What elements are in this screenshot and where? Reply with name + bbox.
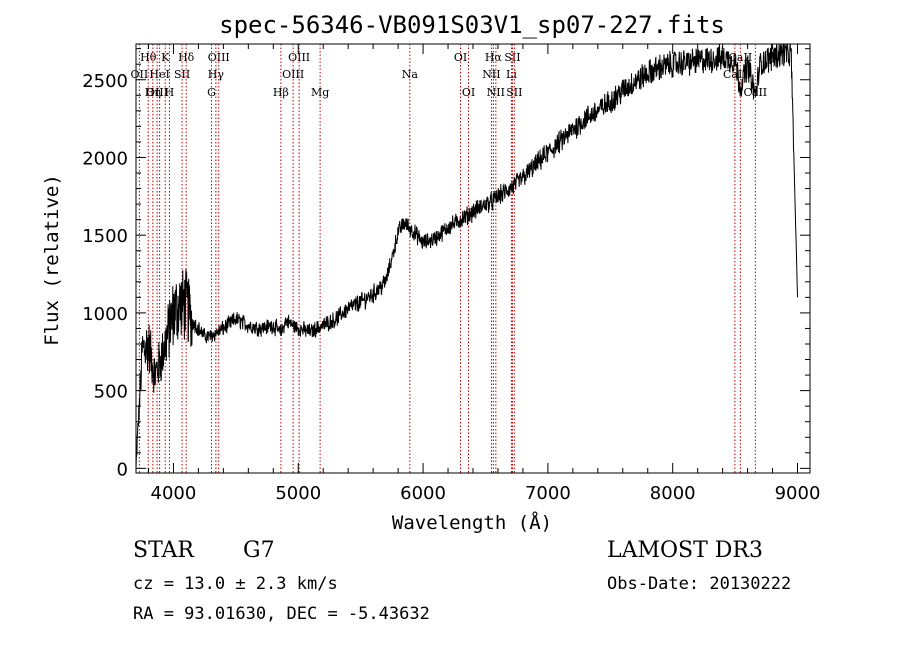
x-axis-label: Wavelength (Å): [392, 511, 552, 534]
object-subclass: G7: [243, 538, 275, 563]
line-label-19: Hα: [485, 51, 503, 64]
y-tick-label: 2500: [82, 71, 128, 92]
plot-frame: [135, 43, 811, 474]
y-tick-label: 1500: [82, 226, 128, 247]
line-label-26: CaII: [723, 68, 747, 81]
x-tick-label: 7000: [525, 483, 571, 504]
x-tick-label: 4000: [151, 483, 197, 504]
line-label-14: OIII: [282, 68, 304, 81]
line-label-22: Li: [506, 68, 517, 81]
line-label-18: OI: [462, 86, 475, 99]
line-label-7: H: [165, 86, 175, 99]
line-label-9: OIII: [208, 51, 230, 64]
y-tick-label: 2000: [82, 148, 128, 169]
x-tick-label: 8000: [650, 483, 696, 504]
y-axis-label: Flux (relative): [41, 174, 63, 346]
line-label-20: SII: [504, 51, 520, 64]
redshift-text: cz = 13.0 ± 2.3 km/s: [133, 574, 338, 594]
object-class: STAR: [133, 538, 194, 563]
line-label-24: SII: [506, 86, 522, 99]
line-label-4: HeI: [149, 68, 169, 81]
line-label-15: Mg: [311, 86, 329, 99]
line-label-11: G: [207, 86, 216, 99]
chart-title: spec-56346-VB091S03V1_sp07-227.fits: [219, 11, 725, 39]
x-tick-label: 5000: [275, 483, 321, 504]
y-tick-label: 0: [117, 459, 128, 480]
survey-name: LAMOST DR3: [607, 538, 763, 563]
spectrum-line: [135, 43, 798, 470]
line-label-6: SII: [174, 68, 190, 81]
y-tick-label: 1000: [82, 304, 128, 325]
line-label-0: Hθ: [140, 51, 157, 64]
observation-date: Obs-Date: 20130222: [607, 574, 792, 594]
line-label-17: OI: [454, 51, 467, 64]
line-label-16: Na: [402, 68, 419, 81]
coordinates-text: RA = 93.01630, DEC = -5.43632: [133, 604, 430, 624]
line-label-23: NII: [487, 86, 505, 99]
line-label-12: Hβ: [273, 86, 289, 99]
spectral-line-markers: Hθ OII OIII K HeI Hη SII H Hδ OIII Hγ G Hβ OIII OIII Mg…: [131, 44, 767, 473]
line-label-2: OIII: [146, 86, 168, 99]
line-label-10: Hγ: [208, 68, 225, 81]
line-label-5: Hη: [145, 86, 161, 99]
line-label-13: OIII: [288, 51, 310, 64]
y-tick-label: 500: [94, 382, 128, 403]
line-label-21: NII: [482, 68, 500, 81]
x-tick-label: 6000: [400, 483, 446, 504]
line-label-8: Hδ: [178, 51, 195, 64]
x-tick-label: 9000: [775, 483, 821, 504]
line-label-1: OII: [131, 68, 149, 81]
line-label-3: K: [161, 51, 170, 64]
plot-axes: 4000 5000 6000 7000 8000 9000 0 500 1000 1500 2000…: [82, 43, 821, 504]
